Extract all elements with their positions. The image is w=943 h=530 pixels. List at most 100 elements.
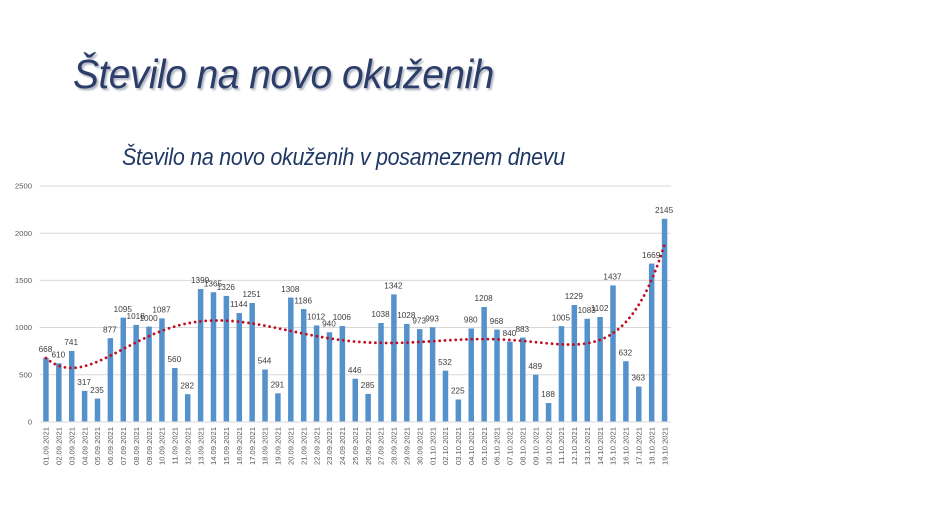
svg-text:1012: 1012 (307, 313, 326, 322)
svg-text:16.10.2021: 16.10.2021 (622, 427, 631, 465)
svg-text:22.09.2021: 22.09.2021 (312, 427, 321, 465)
svg-text:01.09.2021: 01.09.2021 (42, 427, 51, 465)
svg-text:1365: 1365 (204, 279, 223, 288)
svg-text:1399: 1399 (191, 276, 210, 285)
svg-text:26.09.2021: 26.09.2021 (364, 427, 373, 465)
svg-text:1102: 1102 (591, 304, 609, 313)
svg-text:08.10.2021: 08.10.2021 (518, 427, 527, 465)
svg-text:02.10.2021: 02.10.2021 (441, 427, 450, 465)
svg-text:1437: 1437 (603, 273, 622, 282)
svg-text:2500: 2500 (15, 182, 32, 191)
svg-text:23.09.2021: 23.09.2021 (325, 427, 334, 465)
svg-text:12.10.2021: 12.10.2021 (570, 427, 579, 465)
svg-text:15.09.2021: 15.09.2021 (222, 427, 231, 465)
svg-text:11.10.2021: 11.10.2021 (557, 427, 566, 464)
svg-text:610: 610 (51, 350, 65, 359)
svg-text:2000: 2000 (15, 229, 32, 238)
svg-text:1342: 1342 (384, 282, 403, 291)
svg-text:18.09.2021: 18.09.2021 (261, 427, 270, 465)
svg-text:1083: 1083 (578, 306, 597, 315)
svg-text:27.09.2021: 27.09.2021 (377, 427, 386, 465)
svg-text:13.10.2021: 13.10.2021 (583, 427, 592, 465)
svg-text:1669: 1669 (642, 251, 661, 260)
svg-text:544: 544 (258, 357, 272, 366)
svg-text:993: 993 (425, 314, 439, 323)
svg-text:0: 0 (28, 418, 32, 427)
svg-text:1208: 1208 (475, 294, 494, 303)
svg-text:19.10.2021: 19.10.2021 (660, 427, 669, 465)
svg-text:1229: 1229 (565, 292, 584, 301)
svg-text:632: 632 (619, 348, 633, 357)
svg-text:09.09.2021: 09.09.2021 (145, 427, 154, 465)
svg-text:11.09.2021: 11.09.2021 (171, 427, 180, 464)
svg-text:14.10.2021: 14.10.2021 (596, 427, 605, 465)
svg-text:877: 877 (103, 325, 117, 334)
svg-text:1006: 1006 (333, 313, 352, 322)
svg-text:973: 973 (412, 316, 426, 325)
svg-text:1000: 1000 (139, 314, 158, 323)
svg-text:06.09.2021: 06.09.2021 (106, 427, 115, 465)
svg-text:2145: 2145 (655, 206, 674, 215)
svg-text:1500: 1500 (15, 276, 32, 285)
svg-text:940: 940 (322, 319, 336, 328)
svg-text:30.09.2021: 30.09.2021 (415, 427, 424, 465)
svg-text:1087: 1087 (152, 306, 171, 315)
svg-text:07.10.2021: 07.10.2021 (506, 427, 515, 465)
svg-text:1000: 1000 (15, 323, 32, 332)
svg-text:01.10.2021: 01.10.2021 (428, 427, 437, 465)
svg-text:14.09.2021: 14.09.2021 (209, 427, 218, 465)
svg-text:1186: 1186 (294, 296, 312, 305)
svg-text:291: 291 (271, 381, 285, 390)
svg-text:1308: 1308 (281, 285, 300, 294)
svg-text:1005: 1005 (552, 313, 571, 322)
svg-text:1144: 1144 (230, 300, 248, 309)
svg-text:363: 363 (631, 374, 645, 383)
svg-text:02.09.2021: 02.09.2021 (55, 427, 64, 465)
svg-text:25.09.2021: 25.09.2021 (351, 427, 360, 465)
svg-text:15.10.2021: 15.10.2021 (609, 427, 618, 465)
svg-text:560: 560 (167, 355, 181, 364)
svg-text:16.09.2021: 16.09.2021 (235, 427, 244, 465)
svg-text:285: 285 (361, 381, 375, 390)
svg-text:04.09.2021: 04.09.2021 (80, 427, 89, 465)
svg-text:09.10.2021: 09.10.2021 (531, 427, 540, 465)
svg-text:668: 668 (39, 345, 53, 354)
svg-text:17.09.2021: 17.09.2021 (248, 427, 257, 465)
svg-text:10.10.2021: 10.10.2021 (544, 427, 553, 465)
svg-text:282: 282 (180, 381, 194, 390)
svg-text:840: 840 (503, 329, 517, 338)
svg-text:1038: 1038 (371, 310, 390, 319)
svg-text:12.09.2021: 12.09.2021 (183, 427, 192, 465)
svg-text:17.10.2021: 17.10.2021 (634, 427, 643, 465)
svg-text:500: 500 (19, 370, 32, 379)
svg-text:1251: 1251 (243, 290, 262, 299)
svg-text:1018: 1018 (127, 312, 146, 321)
svg-text:980: 980 (464, 316, 478, 325)
svg-text:19.09.2021: 19.09.2021 (274, 427, 283, 465)
svg-text:317: 317 (77, 378, 91, 387)
svg-text:18.10.2021: 18.10.2021 (647, 427, 656, 465)
svg-text:29.09.2021: 29.09.2021 (403, 427, 412, 465)
svg-text:05.10.2021: 05.10.2021 (480, 427, 489, 465)
svg-text:13.09.2021: 13.09.2021 (196, 427, 205, 465)
svg-text:883: 883 (515, 325, 529, 334)
svg-text:06.10.2021: 06.10.2021 (493, 427, 502, 465)
svg-text:188: 188 (541, 390, 555, 399)
svg-text:21.09.2021: 21.09.2021 (299, 427, 308, 465)
svg-text:741: 741 (64, 338, 78, 347)
svg-text:1028: 1028 (397, 311, 416, 320)
svg-text:07.09.2021: 07.09.2021 (119, 427, 128, 465)
svg-text:08.09.2021: 08.09.2021 (132, 427, 141, 465)
svg-text:20.09.2021: 20.09.2021 (287, 427, 296, 465)
svg-text:446: 446 (348, 366, 362, 375)
svg-text:28.09.2021: 28.09.2021 (390, 427, 399, 465)
svg-text:05.09.2021: 05.09.2021 (93, 427, 102, 465)
svg-text:10.09.2021: 10.09.2021 (158, 427, 167, 465)
svg-text:24.09.2021: 24.09.2021 (338, 427, 347, 465)
svg-text:968: 968 (490, 317, 504, 326)
svg-text:235: 235 (90, 386, 104, 395)
svg-text:489: 489 (528, 362, 542, 371)
svg-text:03.09.2021: 03.09.2021 (67, 427, 76, 465)
svg-text:03.10.2021: 03.10.2021 (454, 427, 463, 465)
svg-text:1326: 1326 (217, 283, 236, 292)
